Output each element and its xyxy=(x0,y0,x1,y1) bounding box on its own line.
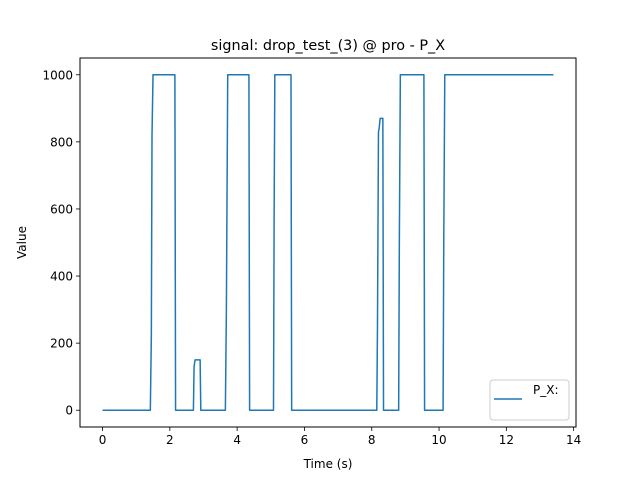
y-tick-label-600: 600 xyxy=(50,202,73,216)
plot-area-frame xyxy=(79,57,577,428)
x-tick-label-2: 2 xyxy=(166,433,174,447)
x-axis-label: Time (s) xyxy=(303,457,353,471)
x-tick-label-0: 0 xyxy=(99,433,107,447)
series-line-0 xyxy=(102,74,554,411)
legend-box xyxy=(489,379,570,421)
y-tick-label-0: 0 xyxy=(65,404,73,418)
legend: P_X: xyxy=(489,379,570,421)
x-tick-label-10: 10 xyxy=(431,433,446,447)
x-tick-label-12: 12 xyxy=(499,433,514,447)
x-tick-label-4: 4 xyxy=(233,433,241,447)
chart-title: signal: drop_test_(3) @ pro - P_X xyxy=(211,38,445,54)
x-axis: 0 2 4 6 8 10 12 14 xyxy=(99,427,581,447)
x-tick-label-8: 8 xyxy=(368,433,376,447)
legend-label-p-x: P_X: xyxy=(533,383,559,397)
y-tick-label-400: 400 xyxy=(50,270,73,284)
y-tick-label-800: 800 xyxy=(50,135,73,149)
y-tick-label-200: 200 xyxy=(50,337,73,351)
series-layer xyxy=(102,74,554,411)
x-tick-label-14: 14 xyxy=(566,433,581,447)
y-axis: 0 200 400 600 800 1000 xyxy=(42,68,80,418)
y-tick-label-1000: 1000 xyxy=(42,68,73,82)
x-tick-label-6: 6 xyxy=(301,433,309,447)
y-axis-label: Value xyxy=(15,226,29,259)
